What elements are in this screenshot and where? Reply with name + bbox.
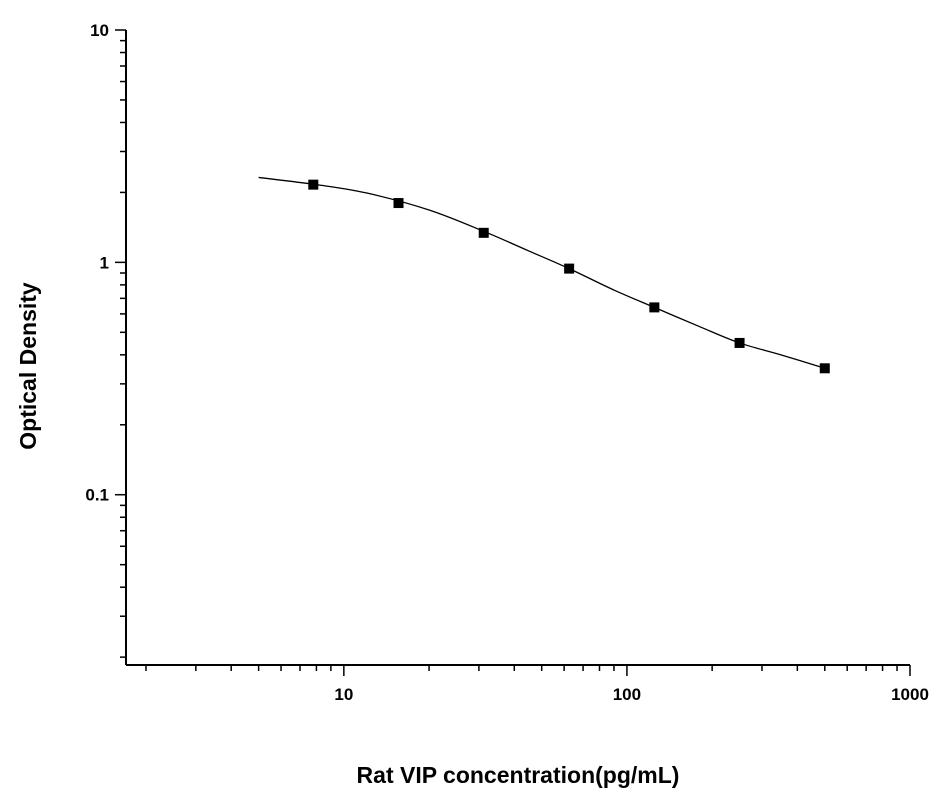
data-point <box>564 263 575 274</box>
data-point <box>734 337 745 348</box>
y-tick-label: 10 <box>90 21 109 40</box>
tick-labels: 10 100 1000 0.1 1 10 <box>85 21 929 704</box>
y-tick-label: 1 <box>100 253 109 272</box>
x-tick-label: 1000 <box>891 685 929 704</box>
x-tick-label: 10 <box>334 685 353 704</box>
data-point <box>478 227 489 238</box>
axes <box>125 30 910 666</box>
y-tick-label: 0.1 <box>85 486 109 505</box>
data-point <box>308 179 319 190</box>
data-point <box>393 198 404 209</box>
y-axis-title: Optical Density <box>15 282 41 450</box>
data-point <box>649 302 660 313</box>
data-point <box>819 363 830 374</box>
ticks <box>115 29 911 676</box>
x-tick-label: 100 <box>613 685 641 704</box>
x-axis-title: Rat VIP concentration(pg/mL) <box>357 762 680 788</box>
data-points <box>308 179 830 374</box>
